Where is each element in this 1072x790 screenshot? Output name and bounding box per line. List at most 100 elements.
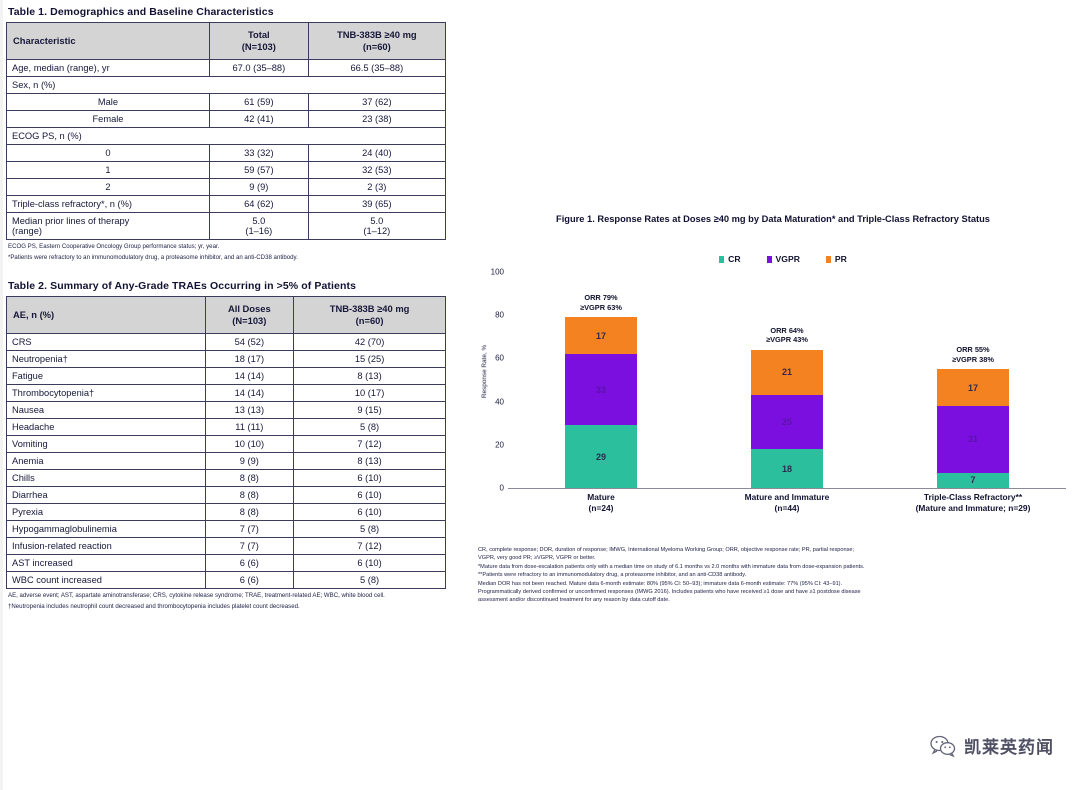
table1-body: Age, median (range), yr 67.0 (35–88) 66.5 … [6,58,447,240]
table-cell-value: 61 (59) [208,92,309,111]
table-cell-value: 64 (62) [208,194,309,213]
bar-annotation-orr: ORR 55% [956,344,990,354]
y-axis-tick-label: 0 [499,483,504,493]
watermark-text: 凯莱英药闻 [964,738,1054,758]
table1-col-dose-line1: TNB-383B ≥40 mg [337,29,417,40]
table-cell-value: 8 (8) [204,468,295,487]
x-axis-label-line1: Mature and Immature [744,492,830,502]
bar-segment-pr: 17 [565,317,637,355]
table2-col-ae: AE, n (%) [6,296,206,334]
table-cell-label: Pyrexia [6,502,206,521]
table-row: Thrombocytopenia† 14 (14) 10 (17) [6,383,446,402]
bar-annotation-orr: ORR 64% [770,325,804,335]
table1-footnote-2: *Patients were refractory to an immunomo… [8,254,298,262]
table-cell-label: AST increased [6,553,206,572]
table-cell-label: Diarrhea [6,485,206,504]
bar-segment-vgpr: 31 [937,405,1009,473]
figure-note-line: *Mature data from dose-escalation patien… [478,563,865,570]
table-cell-value: 14 (14) [204,383,295,402]
table-row: Hypogammaglobulinemia 7 (7) 5 (8) [6,519,446,538]
table-row: Chills 8 (8) 6 (10) [6,468,446,487]
table-cell-value: 6 (10) [293,553,446,572]
legend-label: VGPR [775,254,800,264]
table1-footnote-1: ECOG PS, Eastern Cooperative Oncology Gr… [8,242,220,250]
table-cell-value: 10 (10) [204,434,295,453]
table-cell-value: 33 (32) [208,143,309,162]
table-cell-value: 24 (40) [307,143,447,162]
table-cell-value: 5.0 (1–12) [307,211,447,240]
table-cell-value: 8 (13) [293,366,446,385]
table-cell-section-label: Sex, n (%) [6,75,446,94]
x-axis-category-label: Mature and Immature (n=44) [697,492,877,515]
bar-annotation: ORR 64% ≥VGPR 43% [766,326,808,345]
bar-annotation: ORR 55% ≥VGPR 38% [952,345,994,364]
table-row: Triple-class refractory*, n (%) 64 (62) 39… [6,194,447,213]
table-cell-value: 2 (3) [307,177,447,196]
table-cell-label: 2 [6,177,210,196]
table-cell-value: 5 (8) [293,519,446,538]
table-cell-value: 6 (10) [293,468,446,487]
table-cell-value: 7 (7) [204,519,295,538]
legend-label: CR [728,254,741,264]
table-row: Female 42 (41) 23 (38) [6,109,447,128]
x-axis-category-label: Triple-Class Refractory** (Mature and Imm… [883,492,1063,515]
y-axis-tick-label: 40 [495,397,504,407]
table2-col-dose-line2: (n=60) [355,314,384,326]
table-cell-value: 37 (62) [307,92,447,111]
table-cell-value: 9 (9) [208,177,309,196]
y-axis-ticks: 0 20 40 60 80 100 [480,268,506,493]
table-row: Pyrexia 8 (8) 6 (10) [6,502,446,521]
table-row: Age, median (range), yr 67.0 (35–88) 66.5 … [6,58,447,77]
table-cell-value: 10 (17) [293,383,446,402]
table-cell-value: 7 (7) [204,536,295,555]
table-cell-label: Median prior lines of therapy (range) [6,211,210,240]
table-cell-label: Triple-class refractory*, n (%) [6,194,210,213]
bar-column: ORR 64% ≥VGPR 43% 21 25 18 [712,272,862,488]
table-cell-value: 5 (8) [293,417,446,436]
bar-segment-vgpr: 33 [565,354,637,426]
x-axis-label-line1: Mature [587,492,615,502]
table-cell-value: 8 (8) [204,502,295,521]
table-row: WBC count increased 6 (6) 5 (8) [6,570,446,589]
table-row: ECOG PS, n (%) [6,126,446,145]
legend-swatch-icon [825,255,831,263]
table-cell-value: 13 (13) [204,400,295,419]
bar-annotation-vgpr: ≥VGPR 38% [952,354,994,364]
figure-note-line: Programmatically derived confirmed or un… [478,588,861,595]
bar-segment-cr: 18 [751,449,823,488]
table-row: Infusion-related reaction 7 (7) 7 (12) [6,536,446,555]
plot-canvas: ORR 79% ≥VGPR 63% 17 33 29 ORR 64% ≥VGPR 43% 21… [508,272,1066,489]
table1-col-dose: TNB-383B ≥40 mg (n=60) [307,22,447,60]
table-cell-value: 67.0 (35–88) [208,58,309,77]
table-row: Nausea 13 (13) 9 (15) [6,400,446,419]
table1-head: Characteristic Total (N=103) TNB-383B ≥4… [6,22,447,60]
table-row: CRS 54 (52) 42 (70) [6,332,446,351]
legend-item-cr: CR [719,254,741,264]
table-cell-label: WBC count increased [6,570,206,589]
x-axis-label-line2: (n=44) [774,503,800,514]
table2-footnote-2: †Neutropenia includes neutrophil count d… [8,603,300,611]
table-row: 1 59 (57) 32 (53) [6,160,447,179]
table-cell-value: 11 (11) [204,417,295,436]
table-cell-label: Fatigue [6,366,206,385]
y-axis-tick-label: 60 [495,353,504,363]
table2: AE, n (%) All Doses (N=103) TNB-383B ≥40… [6,296,446,589]
bar-annotation-vgpr: ≥VGPR 43% [766,335,808,345]
chart-plot-area: Response Rate, % 0 20 40 60 80 100 ORR 79% ≥VG… [470,268,1066,515]
figure-note-line: assessment and/or discontinued treatment… [478,597,670,604]
table-cell-value: 32 (53) [307,160,447,179]
table-cell-value: 66.5 (35–88) [307,58,447,77]
table-row: AST increased 6 (6) 6 (10) [6,553,446,572]
table-cell-value: 15 (25) [293,349,446,368]
table-cell-value: 6 (10) [293,485,446,504]
wechat-logo-icon [930,735,956,757]
table-cell-value: 42 (70) [293,332,446,351]
table-cell-value: 42 (41) [208,109,309,128]
table-cell-value: 7 (12) [293,536,446,555]
bar-segment-vgpr: 25 [751,395,823,450]
table-cell-value: 14 (14) [204,366,295,385]
table-cell-value: 23 (38) [307,109,447,128]
table-cell-label: Nausea [6,400,206,419]
table-cell-label: Thrombocytopenia† [6,383,206,402]
x-axis-category-label: Mature (n=24) [511,492,691,515]
